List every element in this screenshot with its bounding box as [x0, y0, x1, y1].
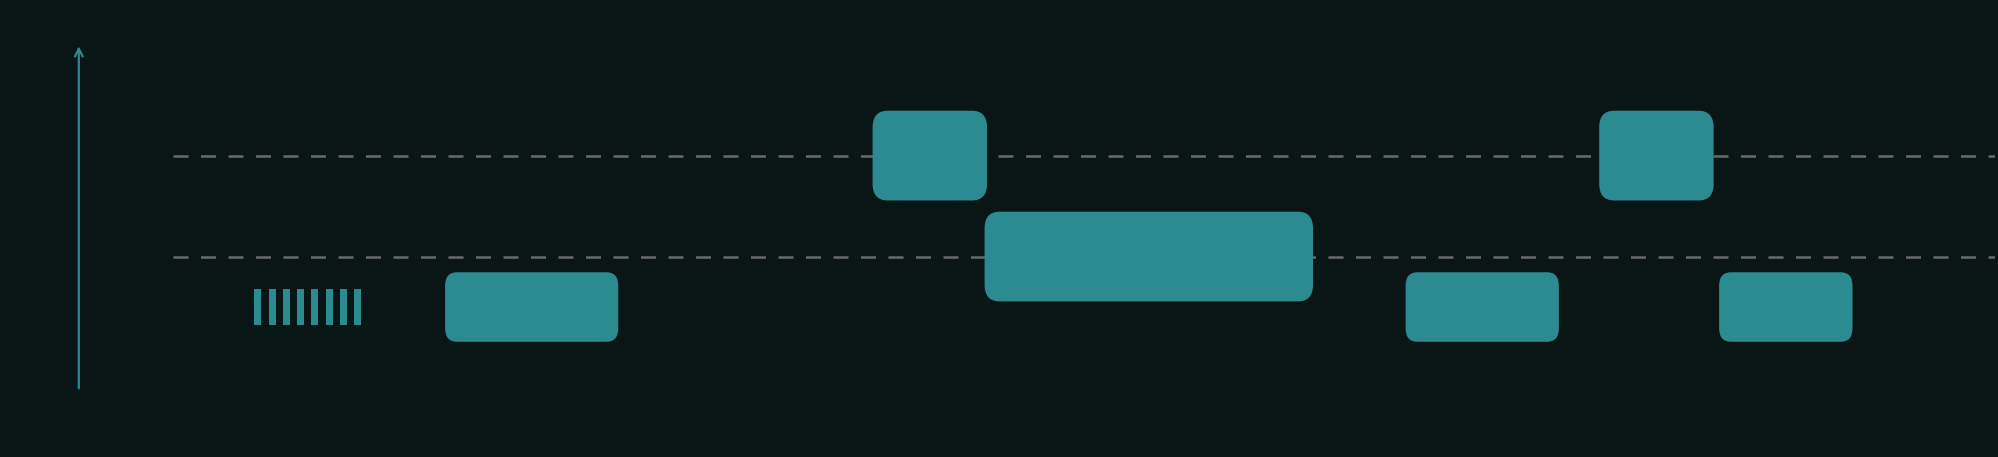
- FancyBboxPatch shape: [1718, 272, 1852, 342]
- FancyBboxPatch shape: [254, 289, 262, 325]
- FancyBboxPatch shape: [284, 289, 290, 325]
- FancyBboxPatch shape: [268, 289, 276, 325]
- FancyBboxPatch shape: [446, 272, 617, 342]
- FancyBboxPatch shape: [873, 111, 987, 201]
- FancyBboxPatch shape: [354, 289, 362, 325]
- FancyBboxPatch shape: [312, 289, 318, 325]
- FancyBboxPatch shape: [298, 289, 304, 325]
- FancyBboxPatch shape: [1405, 272, 1558, 342]
- FancyBboxPatch shape: [985, 212, 1313, 302]
- FancyBboxPatch shape: [340, 289, 346, 325]
- FancyBboxPatch shape: [1598, 111, 1712, 201]
- FancyBboxPatch shape: [326, 289, 332, 325]
